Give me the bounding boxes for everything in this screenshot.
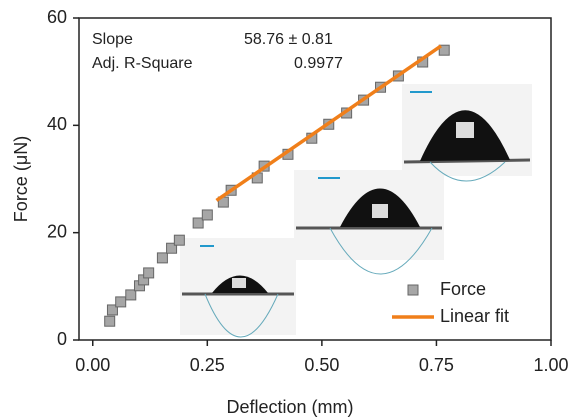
x-axis-label: Deflection (mm) [226,397,353,417]
data-point [106,304,118,316]
x-tick-label: 0.50 [304,355,339,375]
x-tick-label: 0.25 [190,355,225,375]
legend-label: Linear fit [440,306,509,326]
y-tick-label: 40 [47,114,67,134]
data-point [201,209,213,221]
legend-swatch [407,284,419,296]
inset-photos [180,84,532,338]
annotation-label: Slope [92,31,133,48]
data-point [173,234,185,246]
y-tick-label: 20 [47,221,67,241]
annotation-label: Adj. R-Square [92,55,193,72]
plot-frame [78,17,552,341]
annotation-value: 0.9977 [294,55,343,72]
data-point [438,44,450,56]
legend-label: Force [440,279,486,299]
droplet-photo [294,170,444,275]
droplet-photo [180,238,296,338]
fit-line [215,44,443,202]
droplet-photo [402,84,532,182]
x-tick-label: 0.75 [419,355,454,375]
data-point [104,315,116,327]
data-point [192,217,204,229]
data-point [115,296,127,308]
y-tick-label: 0 [57,329,67,349]
annotation-value: 58.76 ± 0.81 [244,31,333,48]
data-point [125,289,137,301]
x-tick-label: 0.00 [75,355,110,375]
x-tick-label: 1.00 [533,355,568,375]
y-axis-label: Force (μN) [11,136,31,222]
data-point [143,267,155,279]
data-point [156,252,168,264]
y-tick-label: 60 [47,7,67,27]
data-point [166,242,178,254]
